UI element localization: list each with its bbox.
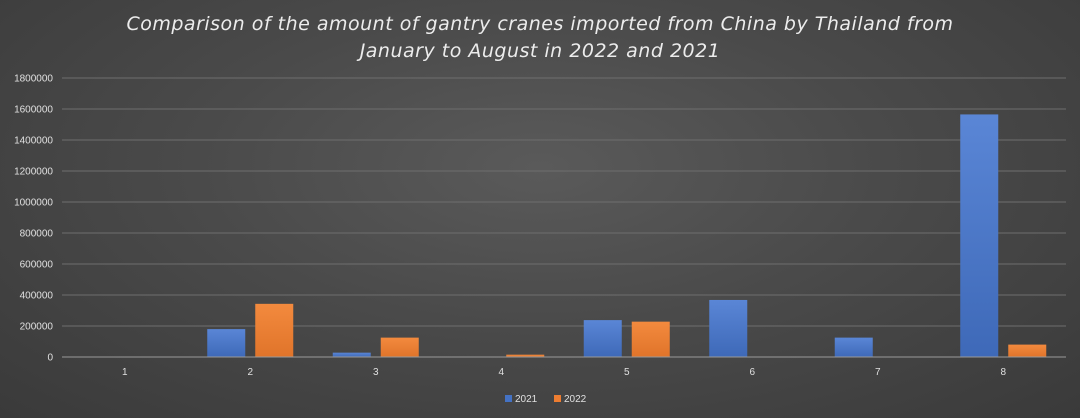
chart-title-line-2: January to August in 2022 and 2021: [356, 40, 721, 62]
x-tick-label: 2: [247, 367, 253, 378]
bar-2021-6: [709, 299, 748, 357]
legend-label-2021: 2021: [515, 394, 538, 405]
bar-2022-8: [1008, 344, 1047, 357]
x-tick-label: 1: [122, 367, 128, 378]
y-tick-label: 1800000: [14, 74, 53, 85]
bar-2022-4: [506, 354, 545, 357]
legend: 2021 2022: [505, 394, 587, 405]
x-tick-label: 7: [875, 367, 881, 378]
bar-2022-3: [380, 337, 419, 357]
y-tick-label: 800000: [20, 229, 54, 240]
y-tick-label: 1400000: [14, 136, 53, 147]
y-tick-label: 1200000: [14, 167, 53, 178]
x-tick-label: 5: [624, 367, 630, 378]
bars: [207, 114, 1047, 357]
y-tick-label: 0: [47, 353, 53, 364]
x-tick-label: 3: [373, 367, 379, 378]
y-tick-label: 200000: [20, 322, 54, 333]
y-axis-ticks: 0 200000 400000 600000 800000 1000000 1200000 1…: [14, 74, 53, 364]
y-tick-label: 1600000: [14, 105, 53, 116]
bar-2022-5: [631, 321, 670, 357]
bar-2021-3: [332, 352, 371, 357]
bar-2021-2: [207, 329, 246, 357]
x-tick-label: 6: [749, 367, 755, 378]
bar-2021-5: [583, 320, 622, 357]
legend-swatch-2022: [554, 395, 561, 402]
y-tick-label: 400000: [20, 291, 54, 302]
x-tick-label: 4: [498, 367, 504, 378]
x-tick-label: 8: [1000, 367, 1006, 378]
bar-2021-7: [834, 337, 873, 357]
chart-title-line-1: Comparison of the amount of gantry crane…: [126, 13, 953, 35]
y-tick-label: 600000: [20, 260, 54, 271]
x-axis-ticks: 1 2 3 4 5 6 7 8: [122, 367, 1007, 378]
legend-swatch-2021: [505, 395, 512, 402]
legend-label-2022: 2022: [564, 394, 587, 405]
bar-2021-8: [960, 114, 999, 357]
gridlines: [62, 77, 1066, 327]
y-tick-label: 1000000: [14, 198, 53, 209]
bar-2022-2: [255, 303, 294, 357]
